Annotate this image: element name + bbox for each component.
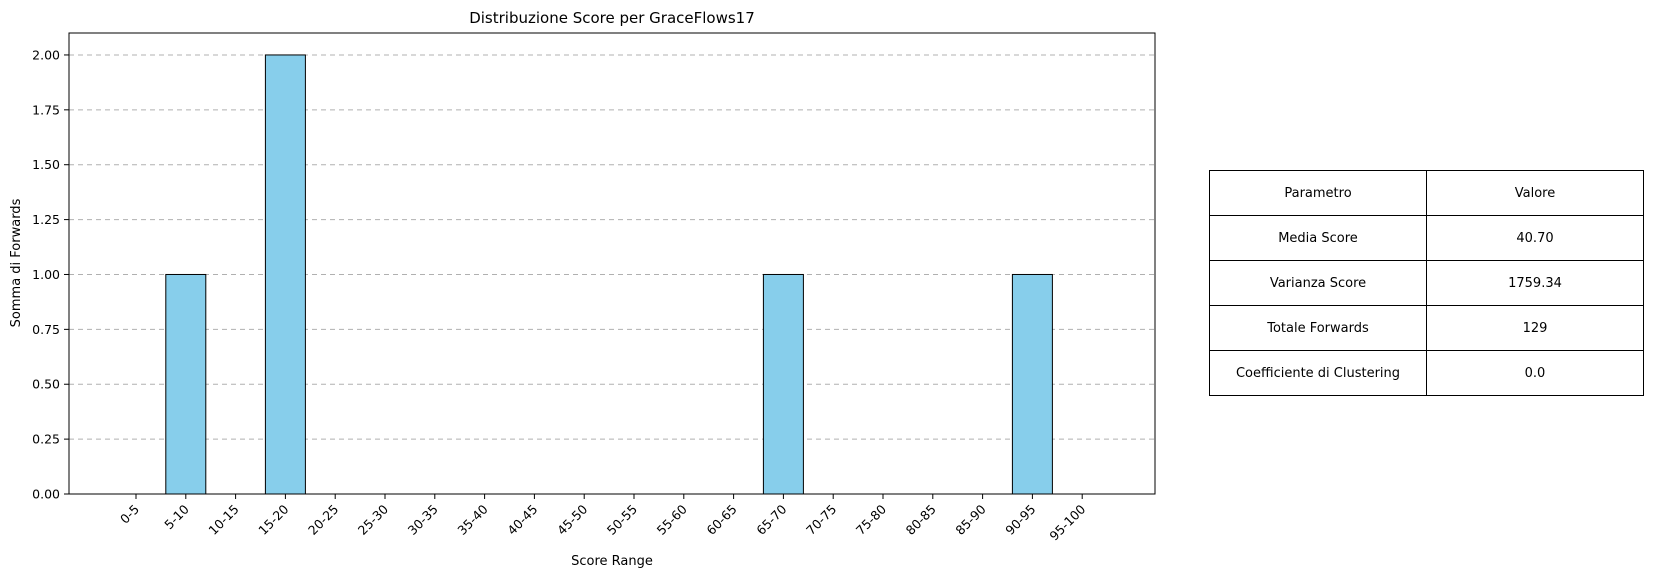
grid-lines (69, 54, 1155, 495)
x-axis-label: Score Range (571, 554, 653, 569)
x-tick-label: 85-90 (952, 501, 988, 537)
table-row: Varianza Score 1759.34 (1209, 260, 1644, 306)
y-tick-label: 2.00 (32, 47, 60, 62)
table-header-cell: Valore (1426, 170, 1644, 216)
x-tick-label: 45-50 (554, 501, 590, 537)
x-tick-label: 20-25 (305, 502, 341, 538)
stats-table: Parametro Valore Media Score 40.70 Varia… (1209, 170, 1644, 396)
y-axis: 0.00 0.25 0.50 0.75 1.00 1.25 1.50 1.75 2.00 (32, 47, 69, 502)
table-cell: 0.0 (1426, 350, 1644, 396)
y-tick-label: 1.25 (32, 212, 60, 227)
x-tick-label: 75-80 (853, 501, 889, 537)
table-row: Coefficiente di Clustering 0.0 (1209, 350, 1644, 396)
y-tick-label: 0.50 (32, 377, 60, 392)
table-cell: Totale Forwards (1209, 305, 1427, 351)
bars (165, 54, 1053, 495)
x-tick-label: 25-30 (355, 501, 391, 537)
x-tick-label: 50-55 (604, 502, 640, 538)
table-cell: Varianza Score (1209, 260, 1427, 306)
x-tick-label: 60-65 (703, 502, 739, 538)
table-header-cell: Parametro (1209, 170, 1427, 216)
table-cell: Coefficiente di Clustering (1209, 350, 1427, 396)
plot-frame (68, 32, 1156, 495)
x-tick-label: 35-40 (454, 501, 490, 537)
table-cell: 129 (1426, 305, 1644, 351)
x-tick-label: 15-20 (255, 501, 291, 537)
y-tick-label: 1.50 (32, 157, 60, 172)
y-tick-label: 1.00 (32, 267, 60, 282)
x-tick-label: 80-85 (903, 502, 939, 538)
x-tick-label: 40-45 (504, 502, 540, 538)
chart-title: Distribuzione Score per GraceFlows17 (469, 9, 755, 27)
table-cell: 1759.34 (1426, 260, 1644, 306)
bar (264, 54, 306, 495)
x-tick-label: 10-15 (205, 502, 241, 538)
x-tick-label: 55-60 (654, 501, 690, 537)
x-tick-label: 65-70 (753, 501, 789, 537)
x-tick-label: 70-75 (803, 502, 839, 538)
y-tick-label: 1.75 (32, 102, 60, 117)
table-cell: Media Score (1209, 215, 1427, 261)
table-header-row: Parametro Valore (1209, 170, 1644, 216)
x-tick-label: 0-5 (117, 502, 142, 527)
y-tick-label: 0.75 (32, 322, 60, 337)
bar (165, 273, 207, 495)
x-tick-label: 30-35 (405, 502, 441, 538)
bar (1011, 273, 1053, 495)
y-tick-label: 0.25 (32, 432, 60, 447)
x-tick-label: 5-10 (161, 501, 192, 532)
bar (762, 273, 804, 495)
table-cell: 40.70 (1426, 215, 1644, 261)
y-axis-label: Somma di Forwards (9, 198, 24, 327)
x-tick-label: 90-95 (1002, 502, 1038, 538)
table-row: Totale Forwards 129 (1209, 305, 1644, 351)
bar-chart: 0.00 0.25 0.50 0.75 1.00 1.25 1.50 1.75 2.00 0-5… (9, 9, 1156, 569)
y-tick-label: 0.00 (32, 487, 60, 502)
x-axis: 0-5 5-10 10-15 15-20 20-25 25-30 30-35 35-40 40-… (117, 494, 1088, 543)
table-row: Media Score 40.70 (1209, 215, 1644, 261)
x-tick-label: 95-100 (1046, 501, 1088, 543)
